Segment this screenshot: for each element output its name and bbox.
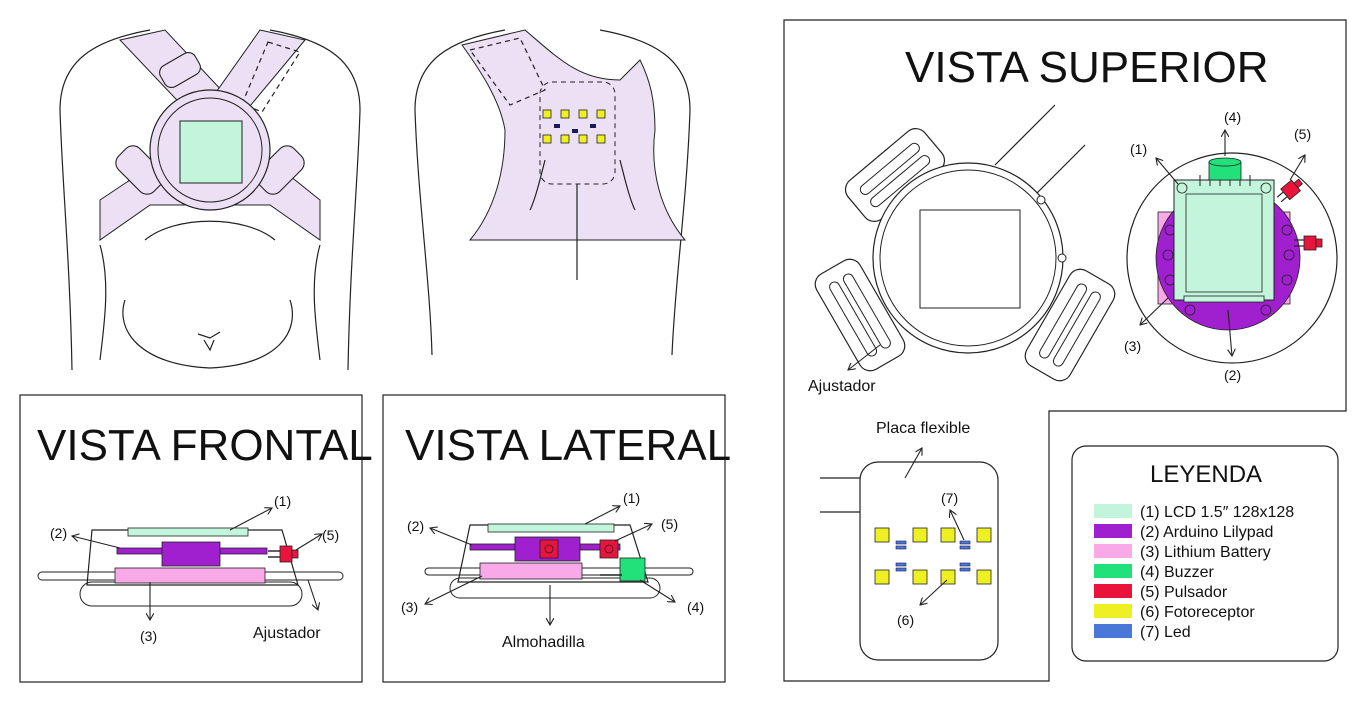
flexible-board-fotoreceptores	[874, 527, 992, 585]
title-vista-superior: VISTA SUPERIOR	[905, 43, 1269, 92]
back-sensor-grid	[542, 109, 606, 144]
svg-text:(1) LCD 1.5″ 128x128: (1) LCD 1.5″ 128x128	[1140, 504, 1294, 521]
superior-label-5: (5)	[1294, 126, 1311, 142]
back-torso-illustration	[414, 29, 691, 356]
superior-device-screen	[919, 209, 1021, 309]
legend-item: (4) Buzzer	[1094, 564, 1214, 581]
frontal-label-5: (5)	[322, 527, 339, 543]
legend-item: (7) Led	[1094, 624, 1191, 641]
front-torso-illustration	[59, 29, 361, 371]
frontal-section-drawing	[37, 508, 344, 620]
lateral-label-almohadilla: Almohadilla	[502, 634, 585, 651]
lateral-label-4: (4)	[687, 599, 704, 615]
flexible-label-6: (6)	[897, 612, 914, 628]
frontal-label-2: (2)	[50, 525, 67, 541]
superior-pulsador-2	[1294, 235, 1323, 251]
superior-buzzer	[1208, 157, 1242, 181]
lateral-section-drawing	[425, 506, 694, 625]
lateral-label-3: (3)	[401, 599, 418, 615]
lateral-pulsador-1	[539, 539, 559, 559]
legend-swatch-arduino	[1094, 524, 1132, 538]
flexible-board	[859, 461, 999, 661]
svg-text:(4) Buzzer: (4) Buzzer	[1140, 564, 1214, 581]
frontal-lcd	[127, 527, 249, 537]
legend-box	[1071, 445, 1339, 662]
legend-item: (1) LCD 1.5″ 128x128	[1094, 504, 1294, 521]
legend-item: (2) Arduino Lilypad	[1094, 524, 1273, 541]
legend-swatch-lcd	[1094, 504, 1132, 518]
svg-text:(6) Fotoreceptor: (6) Fotoreceptor	[1140, 604, 1255, 621]
title-vista-lateral: VISTA LATERAL	[405, 421, 731, 470]
svg-text:(2) Arduino Lilypad: (2) Arduino Lilypad	[1140, 524, 1273, 541]
lateral-buzzer	[619, 557, 646, 582]
lateral-label-5: (5)	[661, 516, 678, 532]
frontal-label-3: (3)	[140, 628, 157, 644]
superior-device-top-view	[814, 104, 1116, 382]
superior-label-ajustador: Ajustador	[808, 378, 876, 395]
frontal-label-ajustador: Ajustador	[253, 625, 321, 642]
frontal-label-1: (1)	[274, 493, 291, 509]
flexible-label-placa: Placa flexible	[876, 420, 970, 437]
legend-item: (3) Lithium Battery	[1094, 544, 1271, 561]
legend-swatch-led	[1094, 624, 1132, 638]
lateral-pulsador-2	[599, 539, 619, 559]
legend-item: (5) Pulsador	[1094, 584, 1228, 601]
flexible-label-7: (7)	[941, 490, 958, 506]
legend-swatch-battery	[1094, 544, 1132, 558]
legend-swatch-fotoreceptor	[1094, 604, 1132, 618]
lateral-battery	[479, 562, 583, 580]
svg-text:(5) Pulsador: (5) Pulsador	[1140, 584, 1228, 601]
legend-item: (6) Fotoreceptor	[1094, 604, 1255, 621]
back-harness	[461, 29, 687, 241]
lateral-label-1: (1)	[623, 490, 640, 506]
superior-pulsador-1	[1276, 178, 1304, 203]
lateral-label-2: (2)	[407, 518, 424, 534]
frontal-battery	[114, 567, 266, 584]
front-lcd-screen	[179, 120, 243, 184]
superior-internal-view	[1126, 130, 1338, 364]
flexible-board-leds	[895, 540, 971, 572]
svg-text:(7) Led: (7) Led	[1140, 624, 1191, 641]
svg-text:(3) Lithium Battery: (3) Lithium Battery	[1140, 544, 1271, 561]
superior-label-1: (1)	[1130, 141, 1147, 157]
flexible-board-view	[820, 448, 999, 661]
legend-swatch-pulsador	[1094, 584, 1132, 598]
legend-title: LEYENDA	[1150, 461, 1262, 488]
superior-label-4: (4)	[1224, 109, 1241, 125]
frontal-pulsador	[268, 545, 299, 563]
superior-label-2: (2)	[1224, 367, 1241, 383]
frontal-arduino-core	[161, 541, 221, 567]
superior-label-3: (3)	[1124, 338, 1141, 354]
title-vista-frontal: VISTA FRONTAL	[37, 421, 373, 470]
lateral-lcd	[487, 523, 615, 533]
legend-swatch-buzzer	[1094, 564, 1132, 578]
legend: LEYENDA (1) LCD 1.5″ 128x128 (2) Arduino…	[1071, 445, 1339, 662]
